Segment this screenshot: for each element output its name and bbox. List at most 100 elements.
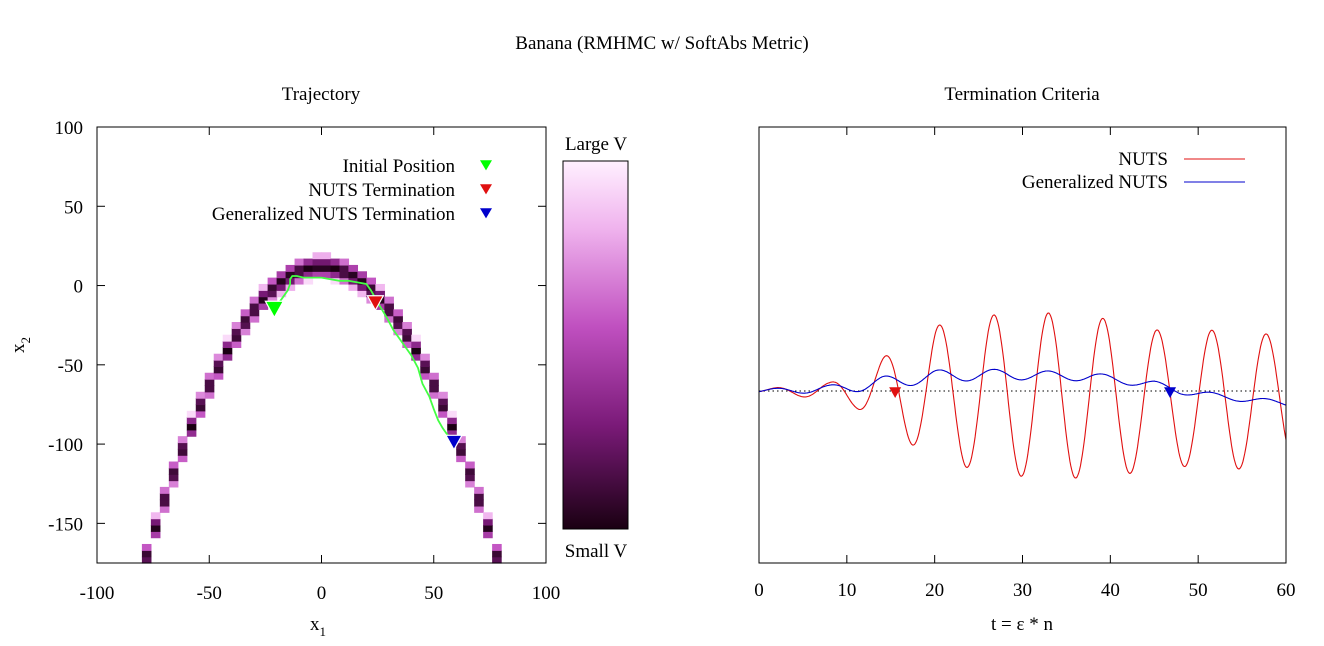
heatmap-cell bbox=[348, 264, 359, 272]
heatmap-cell bbox=[339, 264, 350, 272]
heatmap-cell bbox=[375, 283, 385, 291]
termination-title: Termination Criteria bbox=[944, 84, 1100, 105]
heatmap-cell bbox=[186, 429, 197, 437]
heatmap-cell bbox=[150, 512, 161, 520]
heatmap-cell bbox=[303, 258, 314, 266]
heatmap-cell bbox=[285, 264, 296, 272]
x-tick-label: 50 bbox=[424, 583, 443, 604]
heatmap-cell bbox=[213, 366, 224, 374]
heatmap-cell bbox=[294, 258, 305, 266]
heatmap-cell bbox=[465, 467, 475, 475]
heatmap-cell bbox=[258, 290, 269, 298]
heatmap-cell bbox=[411, 347, 421, 355]
heatmap-cell bbox=[204, 391, 215, 399]
heatmap-cell bbox=[384, 309, 394, 317]
generalized-termination-marker bbox=[444, 434, 463, 451]
heatmap-cell bbox=[186, 417, 197, 425]
heatmap-cell bbox=[141, 556, 152, 564]
heatmap-cell bbox=[393, 322, 403, 329]
heatmap-cell bbox=[474, 493, 484, 501]
heatmap-cell bbox=[159, 505, 170, 513]
heatmap-cell bbox=[213, 353, 224, 361]
y-tick-label: -100 bbox=[48, 435, 83, 456]
heatmap-cell bbox=[222, 347, 233, 355]
initial-position-marker bbox=[264, 300, 285, 319]
termination-series bbox=[758, 312, 1287, 479]
heatmap-cell bbox=[357, 277, 367, 285]
heatmap-cell bbox=[447, 429, 457, 437]
heatmap-cell bbox=[357, 271, 367, 279]
x-tick-label: -50 bbox=[197, 583, 222, 604]
heatmap-cell bbox=[438, 404, 448, 412]
heatmap-cell bbox=[330, 264, 341, 272]
heatmap-cell bbox=[303, 271, 314, 279]
x-tick-label: 50 bbox=[1189, 580, 1208, 601]
trajectory-title: Trajectory bbox=[282, 84, 361, 105]
heatmap-cell bbox=[294, 264, 305, 272]
heatmap-cell bbox=[474, 499, 484, 507]
heatmap-cell bbox=[222, 341, 233, 348]
termination-markers bbox=[889, 387, 1177, 399]
trajectory-legend: Initial Position NUTS Termination Generali… bbox=[212, 156, 492, 225]
heatmap-cell bbox=[339, 271, 350, 279]
heatmap-cell bbox=[465, 461, 475, 469]
x-tick-label: 60 bbox=[1277, 580, 1296, 601]
heatmap-cell bbox=[330, 258, 341, 266]
heatmap-cell bbox=[411, 334, 421, 342]
heatmap-cell bbox=[447, 417, 457, 425]
heatmap-cell bbox=[168, 461, 179, 469]
heatmap-cell bbox=[222, 353, 233, 361]
heatmap-cell bbox=[420, 360, 430, 367]
heatmap-cell bbox=[429, 372, 439, 380]
trajectory-ticks: -100 -50 0 50 100 100 50 0 -50 -100 -150 bbox=[48, 118, 560, 604]
heatmap-cell bbox=[168, 480, 179, 488]
heatmap-cell bbox=[141, 550, 152, 558]
heatmap-cell bbox=[348, 283, 359, 291]
legend-label: NUTS Termination bbox=[308, 180, 455, 201]
legend-swatch bbox=[480, 208, 492, 219]
heatmap-cell bbox=[447, 410, 457, 418]
nuts-series-line bbox=[758, 312, 1287, 479]
heatmap-cell bbox=[402, 322, 412, 329]
heatmap-cell bbox=[366, 290, 376, 298]
heatmap-cell bbox=[195, 391, 206, 399]
heatmap-cell bbox=[483, 531, 493, 539]
legend-label: Generalized NUTS bbox=[1022, 172, 1168, 193]
heatmap-cell bbox=[384, 315, 394, 323]
heatmap-cell bbox=[240, 315, 251, 323]
heatmap-cell bbox=[258, 302, 269, 310]
heatmap-cell bbox=[393, 328, 403, 336]
heatmap-cell bbox=[204, 385, 215, 393]
heatmap-cell bbox=[492, 550, 502, 558]
heatmap-cell bbox=[402, 341, 412, 348]
heatmap-cell bbox=[249, 302, 260, 310]
heatmap-cell bbox=[312, 271, 323, 279]
heatmap-cell bbox=[231, 334, 242, 342]
heatmap-cell bbox=[474, 505, 484, 513]
termination-ticks: 0 10 20 30 40 50 60 bbox=[754, 127, 1296, 601]
colorbar-top-label: Large V bbox=[565, 134, 627, 155]
colorbar-bottom-label: Small V bbox=[565, 541, 628, 562]
heatmap-cell bbox=[177, 448, 188, 456]
heatmap-cell bbox=[492, 556, 502, 564]
heatmap-cell bbox=[249, 315, 260, 323]
heatmap-cell bbox=[402, 334, 412, 342]
heatmap-cell bbox=[357, 290, 367, 298]
heatmap-cell bbox=[168, 467, 179, 475]
heatmap-cell bbox=[456, 448, 466, 456]
heatmap-cell bbox=[312, 264, 323, 272]
heatmap-cell bbox=[186, 410, 197, 418]
heatmap-cell bbox=[438, 391, 448, 399]
nuts-termination-marker bbox=[366, 295, 385, 312]
heatmap-cell bbox=[384, 302, 394, 310]
heatmap-cell bbox=[411, 341, 421, 348]
heatmap-cell bbox=[438, 410, 448, 418]
heatmap-cell bbox=[294, 271, 305, 279]
heatmap-cell bbox=[429, 379, 439, 387]
trajectory-path bbox=[273, 275, 455, 445]
x-tick-label: 20 bbox=[925, 580, 944, 601]
heatmap-cell bbox=[429, 385, 439, 393]
heatmap-cell bbox=[303, 277, 314, 285]
trajectory-ylabel: x2 bbox=[8, 337, 33, 353]
